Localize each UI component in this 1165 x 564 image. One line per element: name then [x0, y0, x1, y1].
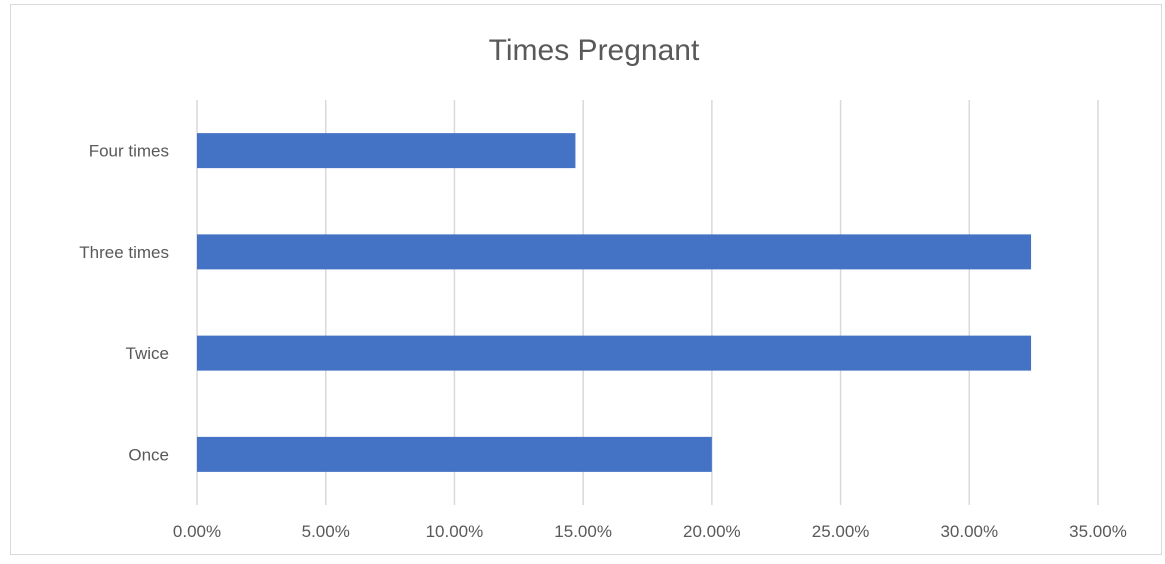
bar-twice	[197, 335, 1032, 371]
category-label: Three times	[79, 243, 169, 262]
chart-title: Times Pregnant	[489, 34, 700, 67]
x-axis-tick-labels: 0.00% 5.00% 10.00% 15.00% 20.00% 25.00% 30.00%…	[173, 522, 1127, 541]
bar-three-times	[197, 234, 1032, 270]
bar-chart: Times Pregnant Once Twice Three times Four …	[79, 34, 1127, 541]
x-tick-label: 15.00%	[554, 522, 612, 541]
x-tick-label: 35.00%	[1069, 522, 1127, 541]
bar-once	[197, 436, 712, 472]
x-tick-label: 10.00%	[426, 522, 484, 541]
category-label: Twice	[126, 344, 169, 363]
bar-four-times	[197, 133, 576, 169]
x-tick-label: 5.00%	[302, 522, 350, 541]
x-tick-label: 0.00%	[173, 522, 221, 541]
category-label: Four times	[89, 142, 169, 161]
category-label: Once	[128, 445, 169, 464]
x-tick-label: 30.00%	[940, 522, 998, 541]
chart-frame: Times Pregnant Once Twice Three times Four …	[10, 4, 1162, 555]
category-labels: Once Twice Three times Four times	[79, 142, 169, 465]
bars	[197, 133, 1032, 472]
x-tick-label: 20.00%	[683, 522, 741, 541]
x-tick-label: 25.00%	[812, 522, 870, 541]
